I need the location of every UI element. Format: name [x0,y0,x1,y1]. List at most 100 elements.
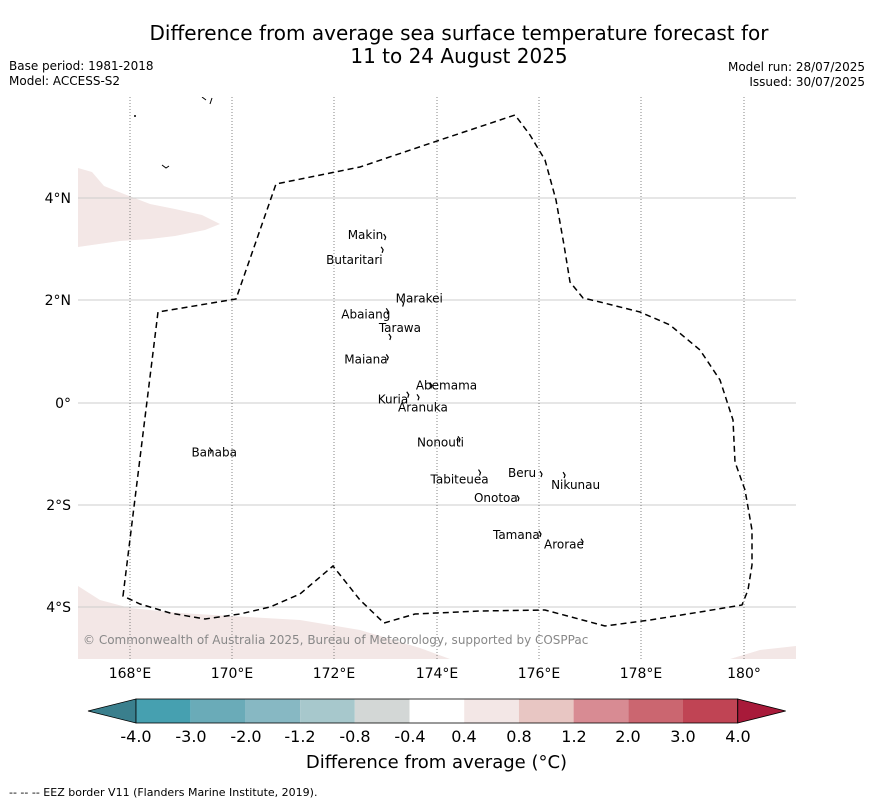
lon-tick-label: 178°E [620,666,663,682]
island-outline-abemama [429,382,433,389]
issued-text: Issued: 30/07/2025 [749,75,865,89]
lon-tick-label: 172°E [313,666,356,682]
island-label-makin: Makin [348,228,384,242]
colorbar-swatch [245,699,301,723]
island-outlines [208,233,584,545]
colorbar-extend-low [87,698,137,724]
islet-top-left [134,115,136,117]
island-label-abaiang: Abaiang [341,307,390,321]
island-label-beru: Beru [508,466,536,480]
islet-left-outline [161,164,170,169]
run-info: Model run: 28/07/2025 Issued: 30/07/2025 [728,60,865,90]
lon-tick-label: 180° [727,666,761,682]
lon-tick-label: 176°E [518,666,561,682]
map-title: Difference from average sea surface temp… [0,22,873,68]
colorbar-label: -0.4 [394,727,426,746]
island-outline-tamana [538,530,542,538]
map-title-line1: Difference from average sea surface temp… [149,21,769,45]
colorbar-swatch [573,699,629,723]
island-outline-onotoa [516,494,520,502]
island-label-aranuka: Aranuka [398,400,448,414]
colorbar-label: 0.8 [506,727,532,746]
eez-footnote: -- -- -- EEZ border V11 (Flanders Marine… [9,786,318,799]
colorbar-label: -3.0 [175,727,207,746]
colorbar-swatch [409,699,465,723]
lon-tick-label: 170°E [211,666,254,682]
island-outline-beru [539,470,543,478]
island-label-tabiteuea: Tabiteuea [430,473,489,487]
colorbar-swatch [300,699,355,723]
colorbar-label: -0.8 [339,727,371,746]
colorbar-label: 1.2 [561,727,587,746]
lat-tick-label: 0° [55,396,71,412]
colorbar-label: 0.4 [451,727,477,746]
eez-border [122,114,753,627]
land-north-west [78,168,220,247]
eez-border-gilbert-islands [122,114,753,627]
lat-tick-label: 2°N [45,293,71,309]
lon-tick-labels: 168°E 170°E 172°E 174°E 176°E 178°E 180° [109,666,761,682]
colorbar-title: Difference from average (°C) [305,752,568,773]
lat-tick-label: 4°N [45,191,71,207]
colorbar-swatch [628,699,683,723]
island-label-abemama: Abemama [416,379,477,393]
island-label-kuria: Kuria [378,393,409,407]
lat-tick-label: 4°S [46,600,71,616]
lon-tick-label: 168°E [109,666,152,682]
island-outline-banaba [208,447,213,454]
colorbar-label: 4.0 [725,727,751,746]
island-outline-abaiang [385,307,389,315]
island-label-butaritari: Butaritari [326,253,383,267]
island-label-nonouti: Nonouti [417,435,464,449]
colorbar-swatch [190,699,246,723]
lon-gridlines [129,97,745,659]
colorbar-swatch [518,699,574,723]
model-run-text: Model run: 28/07/2025 [727,60,865,74]
island-label-tarawa: Tarawa [378,321,421,335]
colorbar-label: -2.0 [230,727,262,746]
map-title-line2: 11 to 24 August 2025 [350,44,568,68]
colorbar-swatch [354,699,410,723]
colorbar [87,698,786,724]
island-outline-marakei [401,300,405,307]
lat-tick-label: 2°S [46,498,71,514]
lat-tick-labels: 4°N 2°N 0° 2°S 4°S [45,191,72,616]
island-outline-tabiteuea [478,469,482,476]
colorbar-swatch [683,699,738,723]
island-label-maiana: Maiana [344,352,387,366]
island-outline-kuria [406,391,410,398]
colorbar-swatch [136,699,191,723]
colorbar-label: -4.0 [120,727,152,746]
base-period-text: Base period: 1981-2018 [9,59,154,73]
island-outline-butaritari [380,246,384,254]
colorbar-label: -1.2 [284,727,316,746]
island-label-arorae: Arorae [544,538,584,552]
land-south-east [730,646,796,659]
colorbar-swatch [464,699,519,723]
map-frame [78,97,796,659]
island-outline-nonouti [457,435,461,443]
model-info: Base period: 1981-2018 Model: ACCESS-S2 [9,59,154,89]
island-outline-makin [383,233,387,241]
island-label-tamana: Tamana [492,528,540,542]
colorbar-frame [135,698,739,724]
island-outline-aranuka [416,393,420,401]
island-label-onotoa: Onotoa [474,491,518,505]
island-outline-nikunau [562,471,566,479]
island-label-nikunau: Nikunau [551,478,600,492]
island-outline-maiana [385,354,389,361]
colorbar-label: 3.0 [670,727,696,746]
model-text: Model: ACCESS-S2 [9,74,121,88]
colorbar-label: 2.0 [615,727,641,746]
land-south-west [78,586,450,659]
copyright-text: © Commonwealth of Australia 2025, Bureau… [83,633,588,647]
colorbar-labels: -4.0 -3.0 -2.0 -1.2 -0.8 -0.4 0.4 0.8 1.… [0,727,873,747]
island-outline-arorae [580,538,584,545]
island-top-outline [201,97,213,105]
lat-gridlines [78,197,796,608]
colorbar-extend-high [737,698,786,724]
island-outline-tarawa [388,333,392,341]
island-label-marakei: Marakei [396,292,443,306]
